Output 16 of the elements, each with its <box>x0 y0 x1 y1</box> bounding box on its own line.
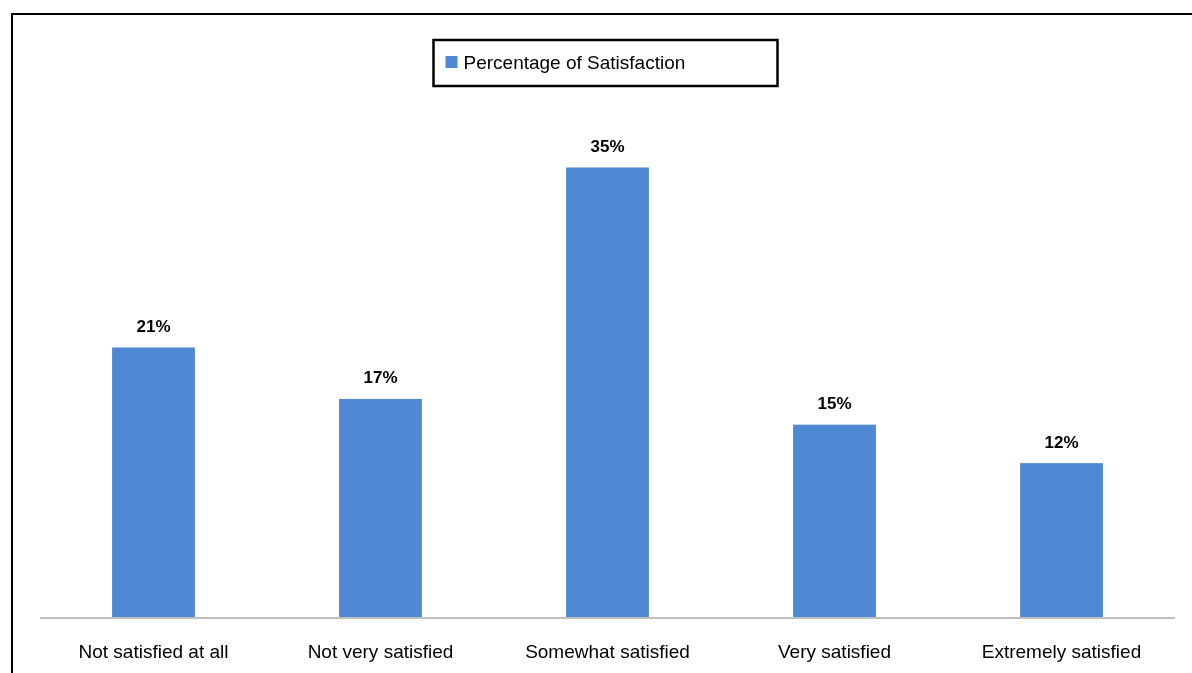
data-label: 21% <box>136 317 171 336</box>
data-label: 35% <box>590 137 625 156</box>
x-tick-label: Not satisfied at all <box>78 641 229 662</box>
legend-label: Percentage of Satisfaction <box>463 52 686 73</box>
bar <box>793 424 876 619</box>
bar <box>339 398 422 619</box>
bar <box>112 347 195 619</box>
data-label: 15% <box>817 394 852 414</box>
x-tick-label: Somewhat satisfied <box>525 641 690 662</box>
x-tick-label: Very satisfied <box>778 641 891 662</box>
x-tick-label: Extremely satisfied <box>981 641 1142 662</box>
x-tick-label: Not very satisfied <box>307 641 454 662</box>
bar <box>1020 463 1103 619</box>
data-label: 17% <box>363 368 398 388</box>
data-label: 12% <box>1044 432 1079 452</box>
bar <box>566 167 649 619</box>
